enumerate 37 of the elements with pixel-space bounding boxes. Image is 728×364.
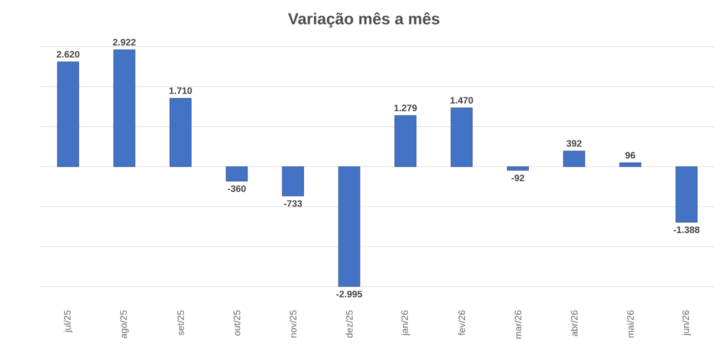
data-label: 2.620 bbox=[56, 51, 80, 58]
data-label: 2.922 bbox=[112, 38, 136, 46]
x-tick-label: ago/25 bbox=[120, 310, 129, 338]
data-label: -92 bbox=[512, 174, 524, 182]
bar bbox=[619, 162, 642, 167]
x-tick-label: mai/26 bbox=[626, 310, 634, 338]
x-tick-label: fev/26 bbox=[458, 310, 466, 336]
data-label: -360 bbox=[228, 185, 246, 192]
x-tick-label: nov/25 bbox=[290, 310, 296, 338]
data-label: 1.470 bbox=[450, 97, 473, 104]
bar bbox=[282, 166, 304, 196]
data-label: 1.279 bbox=[394, 104, 417, 112]
data-label: 96 bbox=[625, 152, 636, 159]
x-tick-label: dez/25 bbox=[346, 310, 353, 338]
bar bbox=[170, 98, 192, 167]
bar bbox=[57, 62, 80, 167]
data-label: 392 bbox=[566, 140, 582, 147]
data-label: -733 bbox=[284, 200, 302, 207]
bar bbox=[676, 166, 698, 222]
data-label: 1.710 bbox=[169, 87, 192, 94]
bar bbox=[563, 150, 586, 167]
bar bbox=[394, 115, 416, 167]
bar bbox=[226, 166, 248, 182]
bar bbox=[506, 166, 529, 171]
bar bbox=[113, 50, 136, 167]
data-label: -1.388 bbox=[674, 226, 700, 234]
x-tick-label: jan/26 bbox=[401, 310, 410, 336]
chart-title: Variação mês a mês bbox=[288, 12, 440, 28]
x-tick-label: abr/26 bbox=[570, 310, 578, 336]
x-tick-label: set/25 bbox=[177, 310, 184, 336]
x-tick-label: out/25 bbox=[233, 310, 240, 336]
data-label: -2.995 bbox=[336, 290, 362, 298]
x-tick-label: jul/25 bbox=[64, 310, 72, 333]
bar bbox=[338, 166, 360, 287]
x-tick-label: mar/26 bbox=[514, 310, 522, 338]
bar bbox=[450, 108, 473, 167]
x-tick-label: jun/26 bbox=[682, 310, 691, 336]
